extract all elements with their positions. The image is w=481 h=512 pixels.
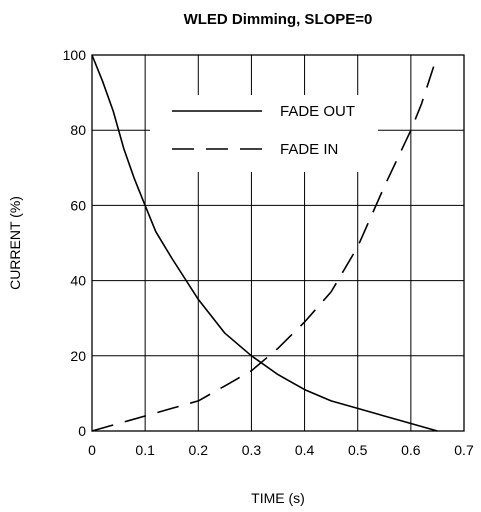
y-tick-label: 40 [70, 273, 86, 289]
legend-box [150, 95, 378, 172]
y-tick-label: 0 [78, 423, 86, 439]
y-tick-label: 20 [70, 348, 86, 364]
y-axis-label: CURRENT (%) [7, 196, 23, 290]
legend-label: FADE IN [280, 141, 338, 158]
x-tick-label: 0.2 [189, 442, 209, 458]
plot-frame [91, 54, 465, 432]
x-tick-label: 0.1 [135, 442, 155, 458]
x-tick-label: 0.5 [348, 442, 368, 458]
x-tick-label: 0.4 [295, 442, 315, 458]
y-tick-label: 100 [63, 47, 87, 63]
legend: FADE OUT FADE IN [150, 95, 378, 172]
series-fade-out [91, 54, 438, 432]
x-tick-labels: 0 0.1 0.2 0.3 0.4 0.5 0.6 0.7 [88, 442, 474, 458]
x-tick-label: 0.7 [454, 442, 474, 458]
y-tick-labels: 0 20 40 60 80 100 [63, 47, 87, 439]
legend-label: FADE OUT [280, 103, 355, 120]
series-lines [91, 54, 439, 432]
series-fade-in [91, 54, 439, 432]
x-tick-label: 0.3 [242, 442, 262, 458]
x-tick-label: 0.6 [401, 442, 421, 458]
chart-title: WLED Dimming, SLOPE=0 [184, 11, 373, 28]
y-tick-label: 80 [70, 122, 86, 138]
y-tick-label: 60 [70, 197, 86, 213]
x-axis-label: TIME (s) [251, 490, 305, 506]
x-tick-label: 0 [88, 442, 96, 458]
